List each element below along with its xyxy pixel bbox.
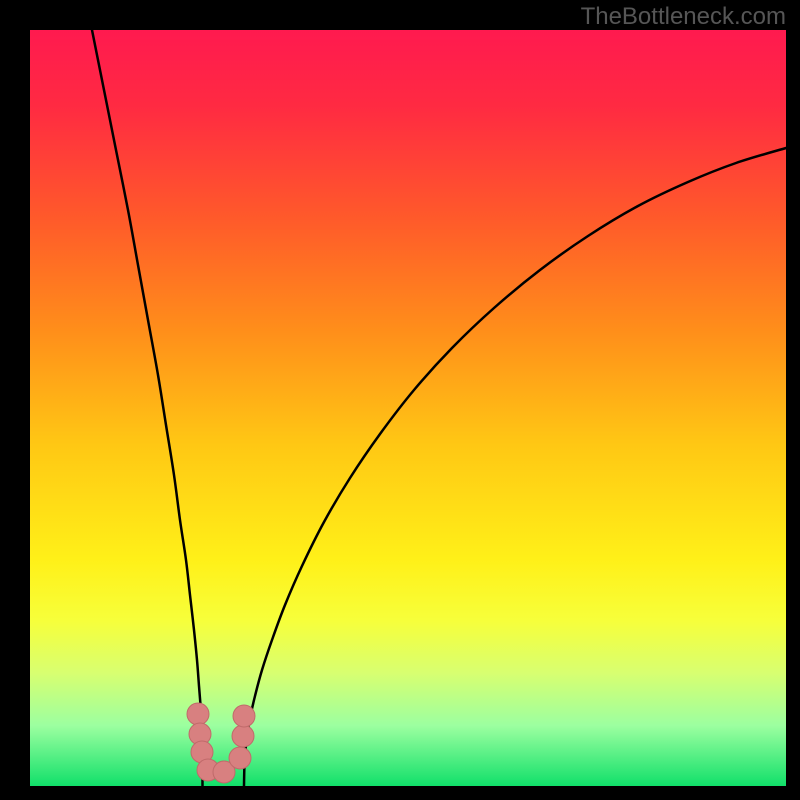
trough-mark <box>232 725 254 747</box>
curve-layer <box>30 30 786 786</box>
watermark-text: TheBottleneck.com <box>581 3 786 31</box>
plot-area <box>30 30 786 786</box>
trough-mark <box>229 747 251 769</box>
trough-mark <box>233 705 255 727</box>
right-curve <box>244 148 786 786</box>
trough-mark <box>187 703 209 725</box>
left-curve <box>92 30 203 786</box>
